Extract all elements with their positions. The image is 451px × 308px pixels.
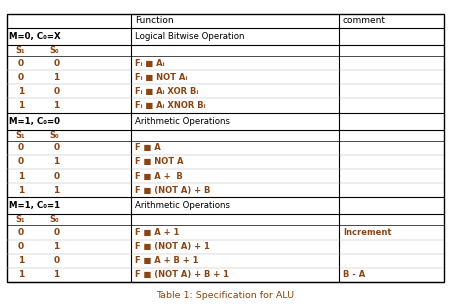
Text: S₀: S₀ — [50, 215, 59, 224]
Text: 0: 0 — [53, 87, 60, 96]
Text: 1: 1 — [18, 87, 24, 96]
Text: 0: 0 — [53, 228, 60, 237]
Text: 1: 1 — [53, 186, 60, 195]
Text: S₀: S₀ — [50, 46, 59, 55]
Text: Increment: Increment — [343, 228, 391, 237]
Text: Table 1: Specification for ALU: Table 1: Specification for ALU — [156, 291, 295, 300]
Text: Fᵢ ■ Aᵢ XNOR Bᵢ: Fᵢ ■ Aᵢ XNOR Bᵢ — [135, 101, 206, 110]
Text: 0: 0 — [53, 256, 60, 265]
Text: Logical Bitwise Operation: Logical Bitwise Operation — [135, 32, 244, 41]
Text: 0: 0 — [18, 242, 24, 251]
Text: 1: 1 — [53, 101, 60, 110]
Text: Fᵢ ■ Aᵢ XOR Bᵢ: Fᵢ ■ Aᵢ XOR Bᵢ — [135, 87, 198, 96]
Text: Arithmetic Operations: Arithmetic Operations — [135, 201, 230, 210]
Bar — [7, 14, 444, 282]
Text: 0: 0 — [53, 143, 60, 152]
Text: F ■ A + B + 1: F ■ A + B + 1 — [135, 256, 198, 265]
Text: 1: 1 — [53, 73, 60, 82]
Text: 1: 1 — [18, 172, 24, 180]
Text: 0: 0 — [18, 157, 24, 166]
Text: Arithmetic Operations: Arithmetic Operations — [135, 116, 230, 126]
Text: F ■ A + 1: F ■ A + 1 — [135, 228, 179, 237]
Text: 1: 1 — [18, 256, 24, 265]
Text: S₀: S₀ — [50, 131, 59, 140]
Text: 1: 1 — [53, 242, 60, 251]
Text: 1: 1 — [53, 270, 60, 279]
Text: 0: 0 — [53, 172, 60, 180]
Text: F ■ (NOT A) + B + 1: F ■ (NOT A) + B + 1 — [135, 270, 229, 279]
Text: 0: 0 — [18, 228, 24, 237]
Text: comment: comment — [343, 16, 386, 26]
Text: Fᵢ ■ Aᵢ: Fᵢ ■ Aᵢ — [135, 59, 165, 68]
Text: S₁: S₁ — [15, 46, 24, 55]
Text: 0: 0 — [18, 143, 24, 152]
Text: S₁: S₁ — [15, 215, 24, 224]
Text: M=1, C₀=1: M=1, C₀=1 — [9, 201, 60, 210]
Text: F ■ A +  B: F ■ A + B — [135, 172, 183, 180]
Text: F ■ (NOT A) + 1: F ■ (NOT A) + 1 — [135, 242, 210, 251]
Text: 1: 1 — [53, 157, 60, 166]
Text: Fᵢ ■ NOT Aᵢ: Fᵢ ■ NOT Aᵢ — [135, 73, 187, 82]
Text: F ■ (NOT A) + B: F ■ (NOT A) + B — [135, 186, 211, 195]
Text: 0: 0 — [18, 59, 24, 68]
Text: M=1, C₀=0: M=1, C₀=0 — [9, 116, 60, 126]
Text: 1: 1 — [18, 270, 24, 279]
Text: F ■ A: F ■ A — [135, 143, 161, 152]
Text: M=0, C₀=X: M=0, C₀=X — [9, 32, 61, 41]
Text: 1: 1 — [18, 101, 24, 110]
Text: 0: 0 — [18, 73, 24, 82]
Text: Function: Function — [135, 16, 174, 26]
Text: 1: 1 — [18, 186, 24, 195]
Text: B - A: B - A — [343, 270, 365, 279]
Text: F ■ NOT A: F ■ NOT A — [135, 157, 184, 166]
Text: S₁: S₁ — [15, 131, 24, 140]
Text: 0: 0 — [53, 59, 60, 68]
